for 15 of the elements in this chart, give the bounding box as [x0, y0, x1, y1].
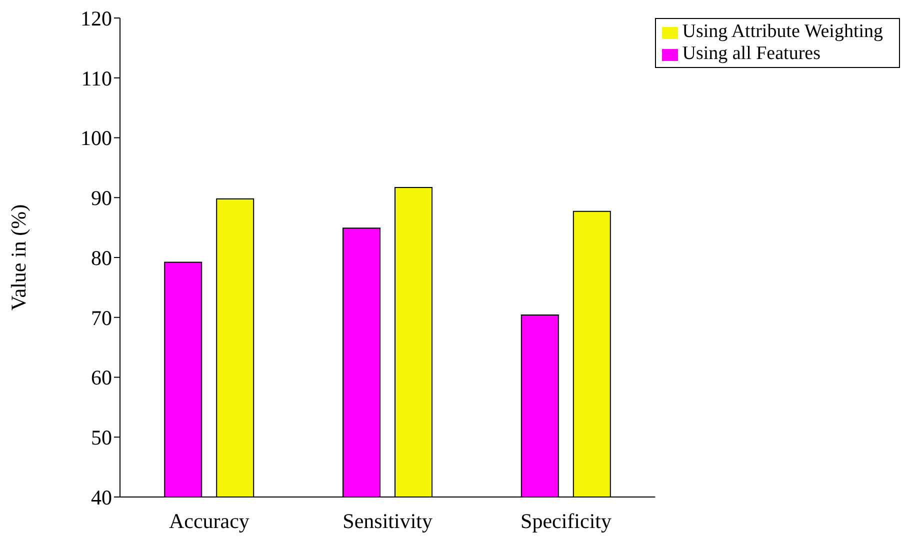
x-tick-label: Accuracy	[168, 508, 250, 533]
y-tick-label: 90	[91, 186, 112, 210]
y-tick-label: 120	[80, 6, 112, 30]
legend-label: Using all Features	[682, 43, 820, 64]
y-tick-label: 70	[91, 306, 112, 330]
y-tick-label: 60	[91, 366, 112, 390]
x-tick-label: Sensitivity	[342, 508, 434, 533]
y-axis-title: Value in (%)	[6, 204, 30, 311]
y-tick-label: 50	[91, 426, 112, 450]
legend-label: Using Attribute Weighting	[682, 21, 883, 42]
y-tick-label: 40	[91, 485, 112, 510]
x-tick-label: Specificity	[520, 508, 612, 533]
y-tick-label: 100	[80, 126, 112, 150]
y-tick-label: 110	[81, 66, 112, 90]
y-tick-label: 80	[91, 246, 112, 270]
